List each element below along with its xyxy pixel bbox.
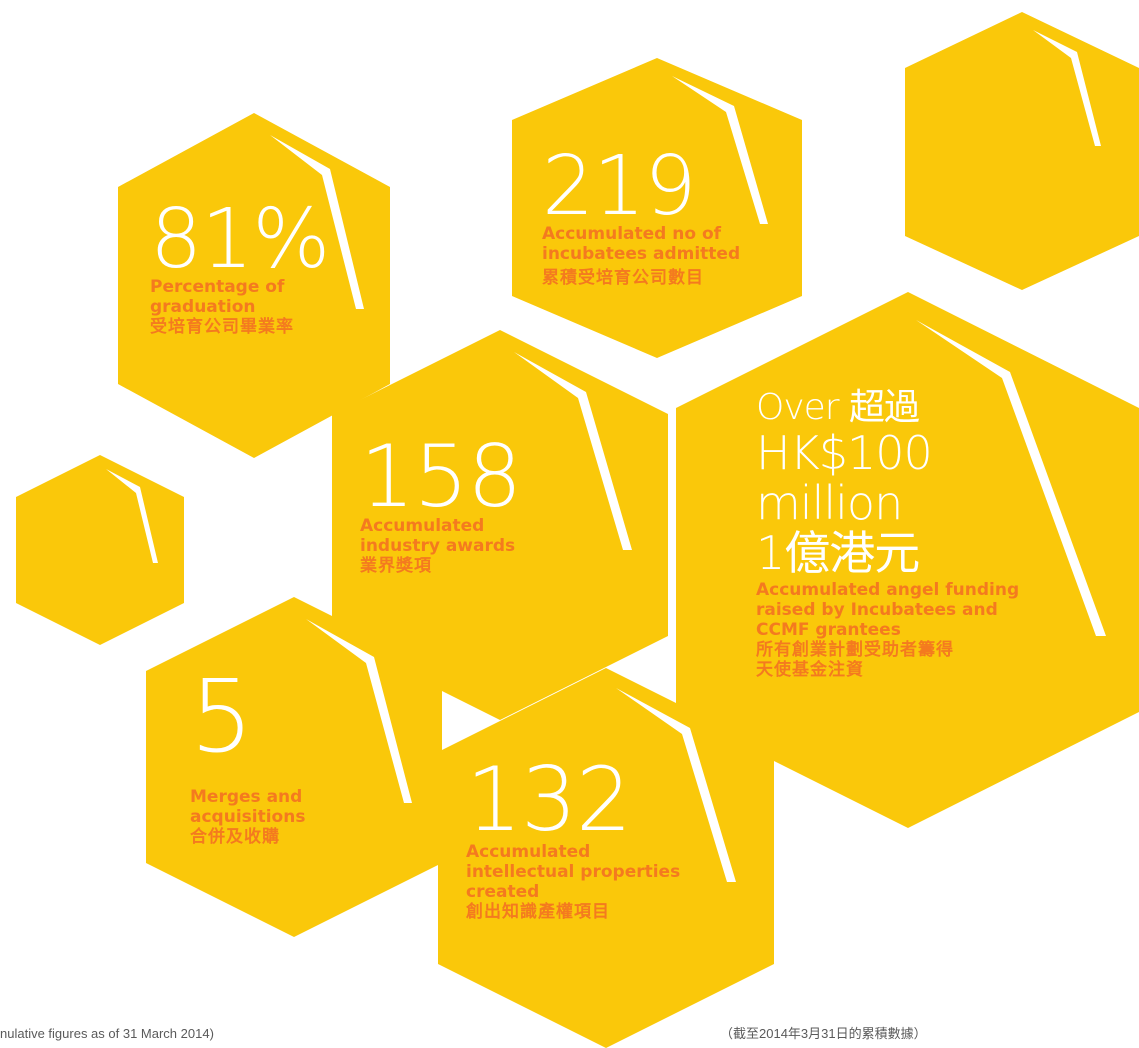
stat-label-en-funding-line2: raised by Incubatees and	[756, 600, 998, 620]
footnote-zh: （截至2014年3月31日的累積數據）	[720, 1026, 927, 1041]
stat-value-ip: 132	[466, 748, 632, 851]
stat-value-awards: 158	[360, 427, 522, 527]
stat-label-zh-ip: 創出知識產權項目	[466, 902, 610, 922]
stat-value-funding-line3: million	[756, 476, 903, 530]
stat-label-en-mergers-line2: acquisitions	[190, 807, 306, 827]
stat-label-zh-graduation: 受培育公司畢業率	[150, 317, 294, 337]
stat-label-en-ip-line1: Accumulated	[466, 842, 591, 862]
stat-label-zh-awards: 業界獎項	[360, 556, 432, 576]
stat-hexagon-ip: 132 Accumulated intellectual properties …	[438, 668, 774, 1048]
stat-label-en-awards-line2: industry awards	[360, 536, 516, 556]
stat-value-incubatees: 219	[542, 139, 697, 234]
stat-value-funding-line4: 1億港元	[756, 526, 920, 580]
stat-value-funding-line2: HK$100	[756, 426, 933, 480]
stat-hexagon-incubatees: 219 Accumulated no of incubatees admitte…	[512, 58, 802, 358]
decorative-hexagon-left	[16, 455, 184, 645]
stat-hexagon-mergers: 5 Merges and acquisitions 合併及收購	[146, 597, 442, 937]
stat-value-graduation: 81%	[150, 192, 330, 287]
stat-label-en-graduation-line2: graduation	[150, 297, 256, 317]
stat-label-en-ip-line3: created	[466, 882, 540, 902]
stat-hexagon-graduation: 81% Percentage of graduation 受培育公司畢業率	[118, 113, 390, 458]
stat-hexagon-funding: Over 超過 HK$100 million 1億港元 Accumulated …	[676, 292, 1139, 828]
stat-hexagon-awards: 158 Accumulated industry awards 業界獎項	[332, 330, 668, 720]
stat-label-en-mergers-line1: Merges and	[190, 787, 303, 807]
stat-label-en-funding-line3: CCMF grantees	[756, 620, 901, 640]
stat-label-zh-funding-line1: 所有創業計劃受助者籌得	[756, 640, 954, 660]
footnote-en: nulative figures as of 31 March 2014)	[0, 1026, 214, 1041]
stat-label-en-graduation-line1: Percentage of	[150, 277, 285, 297]
stat-label-en-awards-line1: Accumulated	[360, 516, 485, 536]
stat-label-en-ip-line2: intellectual properties	[466, 862, 681, 882]
stat-label-en-incubatees-line1: Accumulated no of	[542, 224, 722, 244]
stat-label-en-funding-line1: Accumulated angel funding	[756, 580, 1020, 600]
stat-label-zh-funding-line2: 天使基金注資	[756, 660, 864, 680]
stat-value-funding-line1: Over 超過	[756, 387, 920, 428]
stat-label-en-incubatees-line2: incubatees admitted	[542, 244, 741, 264]
decorative-hexagon-top-right	[905, 12, 1139, 290]
stat-label-zh-incubatees: 累積受培育公司數目	[542, 268, 704, 288]
stat-value-mergers: 5	[190, 658, 254, 775]
stat-label-zh-mergers: 合併及收購	[190, 827, 280, 847]
